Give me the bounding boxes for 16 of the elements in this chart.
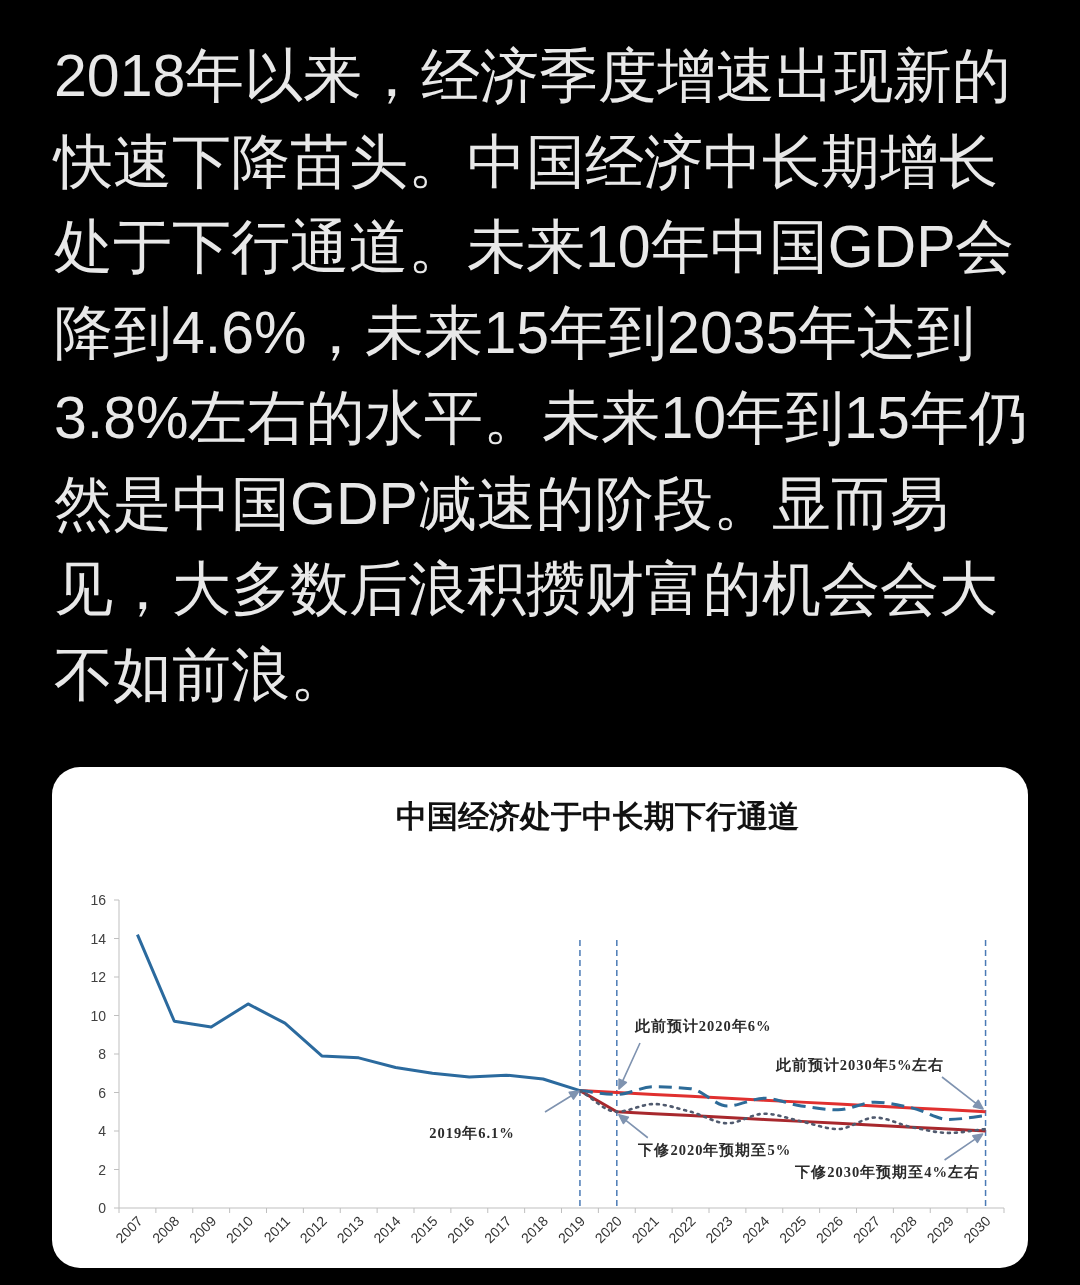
- annotation: 下修2020年预期至5%: [637, 1141, 792, 1158]
- y-tick-label: 14: [90, 930, 107, 947]
- annotation: 此前预计2030年5%左右: [774, 1057, 945, 1073]
- y-tick-label: 0: [98, 1200, 107, 1216]
- y-tick-label: 10: [90, 1007, 107, 1024]
- annotation: 下修2030年预期至4%左右: [794, 1164, 980, 1180]
- y-tick-label: 6: [98, 1084, 107, 1101]
- y-tick-label: 4: [98, 1123, 107, 1139]
- text: 2018年以来，经济季度增速出现新的快速下降苗头。中国经济中长期增长处于下行通道。未来10年中国GDP会降到4.6%，未来15年到2035年达到3.8%左右的水平。未来10年到15年仍然是中国GDP减速的阶段。显而易见，大多数后浪积攒财富的机会会大不如前浪。: [54, 42, 1029, 710]
- y-tick-label: 12: [90, 969, 107, 985]
- y-tick-label: 8: [98, 1046, 107, 1062]
- y-tick-label: 2: [98, 1161, 107, 1178]
- chart-title: 中国经济处于中长期下行通道: [395, 799, 799, 834]
- annotation: 此前预计2020年6%: [633, 1018, 772, 1034]
- y-tick-label: 16: [90, 892, 107, 908]
- annotation: 2019年6.1%: [429, 1125, 515, 1141]
